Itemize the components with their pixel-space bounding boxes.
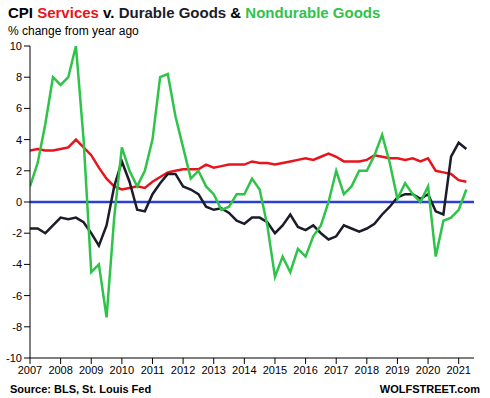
svg-text:2015: 2015 (263, 364, 287, 376)
svg-text:-8: -8 (12, 321, 22, 333)
svg-text:4: 4 (16, 134, 22, 146)
svg-text:2017: 2017 (324, 364, 348, 376)
svg-text:2021: 2021 (446, 364, 470, 376)
svg-text:6: 6 (16, 102, 22, 114)
svg-text:2009: 2009 (79, 364, 103, 376)
svg-text:2020: 2020 (416, 364, 440, 376)
svg-text:-10: -10 (8, 352, 22, 364)
svg-text:2012: 2012 (171, 364, 195, 376)
html-text:Source: BLS, St. Louis Fed: Source: BLS, St. Louis Fed (10, 383, 152, 395)
svg-text:-2: -2 (12, 227, 22, 239)
svg-text:2007: 2007 (18, 364, 42, 376)
svg-text:-6: -6 (12, 290, 22, 302)
svg-text:2010: 2010 (110, 364, 134, 376)
svg-text:2016: 2016 (293, 364, 317, 376)
html-text:% change from year ago: % change from year ago (8, 24, 139, 38)
svg-text:2: 2 (16, 165, 22, 177)
html-text:CPI Services v. Durable Goods: CPI Services v. Durable Goods & Nondurab… (8, 4, 381, 21)
svg-text:0: 0 (16, 196, 22, 208)
svg-text:2018: 2018 (355, 364, 379, 376)
svg-text:2011: 2011 (141, 364, 165, 376)
svg-text:-4: -4 (12, 258, 22, 270)
svg-text:2008: 2008 (48, 364, 72, 376)
svg-text:10: 10 (10, 40, 22, 52)
svg-text:2019: 2019 (385, 364, 409, 376)
svg-text:8: 8 (16, 71, 22, 83)
html-text:WOLFSTREET.com: WOLFSTREET.com (379, 383, 480, 395)
svg-text:2014: 2014 (232, 364, 256, 376)
svg-text:2013: 2013 (201, 364, 225, 376)
